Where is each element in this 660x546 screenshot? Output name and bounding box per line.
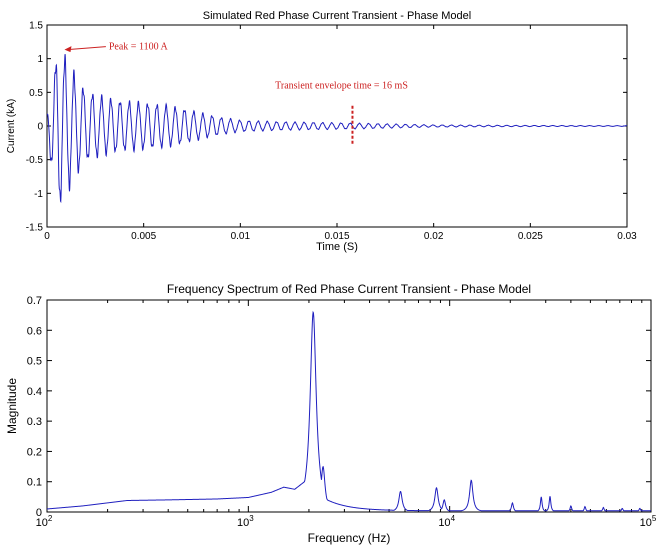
chart2-ytick-label: 0.7	[27, 295, 42, 307]
chart1-title: Simulated Red Phase Current Transient - …	[203, 10, 471, 22]
chart1-ytick-label: 0.5	[29, 88, 43, 99]
chart2-xtick-label: 103	[237, 514, 254, 529]
chart1-ytick-label: 1.5	[29, 21, 43, 32]
chart2-series-magnitude	[47, 310, 651, 512]
chart1-xtick-label: 0.03	[617, 231, 637, 242]
frequency-spectrum-chart: Frequency Spectrum of Red Phase Current …	[5, 282, 657, 545]
chart1-ytick-label: 0	[37, 122, 43, 133]
chart2-ytick-label: 0.1	[27, 477, 42, 489]
chart1-xtick-label: 0.02	[424, 231, 444, 242]
chart1-ytick-label: -0.5	[26, 155, 44, 166]
chart1-xtick-label: 0.01	[231, 231, 251, 242]
time-domain-chart: Simulated Red Phase Current Transient - …	[6, 10, 637, 253]
chart2-xlabel: Frequency (Hz)	[308, 531, 391, 545]
chart1-xtick-label: 0.015	[324, 231, 349, 242]
chart1-ylabel: Current (kA)	[6, 99, 17, 153]
chart1-ticks: 0 0.005 0.01 0.015 0.02 0.025 0.03 -1.5 -1 -0.5 0 0…	[26, 21, 637, 243]
chart1-xlabel: Time (S)	[316, 241, 358, 253]
chart1-series-current	[47, 54, 627, 204]
chart2-xtick-label: 102	[36, 514, 53, 529]
chart2-ticks: 102 103 104 105 0 0.1 0.2 0.3 0.4 0.5 0.6 0.7	[27, 295, 657, 529]
peak-annotation: Peak = 1100 A	[109, 42, 169, 53]
chart2-ylabel: Magnitude	[5, 378, 19, 434]
chart2-ytick-label: 0.3	[27, 416, 42, 428]
chart1-ytick-label: -1	[34, 189, 43, 200]
chart1-xtick-label: 0	[44, 231, 50, 242]
chart2-ytick-label: 0.2	[27, 446, 42, 458]
chart2-ytick-label: 0.6	[27, 325, 42, 337]
peak-arrow-line	[67, 46, 106, 51]
chart1-xtick-label: 0.005	[131, 231, 156, 242]
chart1-ytick-label: -1.5	[26, 223, 44, 234]
chart2-plot-area	[46, 299, 652, 513]
chart2-xtick-label: 105	[640, 514, 657, 529]
chart1-xtick-label: 0.025	[518, 231, 543, 242]
chart2-xtick-label: 104	[438, 514, 455, 529]
chart1-annotations: Peak = 1100 A Transient envelope time = 1…	[64, 42, 408, 145]
chart2-ytick-label: 0.4	[27, 386, 42, 398]
peak-arrow-head	[64, 46, 72, 53]
envelope-annotation: Transient envelope time = 16 mS	[275, 81, 408, 92]
chart1-ytick-label: 1	[37, 54, 43, 65]
chart2-ytick-label: 0.5	[27, 356, 42, 368]
chart2-ytick-label: 0	[36, 507, 42, 519]
chart2-title: Frequency Spectrum of Red Phase Current …	[167, 282, 531, 296]
